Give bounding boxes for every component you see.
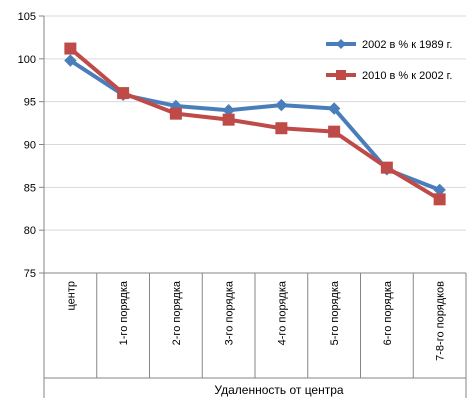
y-tick-label: 90 xyxy=(24,140,36,152)
x-tick-label: 1-го порядка xyxy=(118,280,130,345)
y-tick-label: 85 xyxy=(24,182,36,194)
x-axis-ticks: центр 1-го порядка 2-го порядка 3-го порядк… xyxy=(65,280,446,361)
data-point[interactable] xyxy=(275,98,288,112)
x-tick-label: 7-8-го порядков xyxy=(435,281,447,361)
y-tick-label: 75 xyxy=(24,268,36,280)
series-2 xyxy=(64,42,446,206)
x-tick-label: центр xyxy=(65,281,77,311)
x-tick-label: 3-го порядка xyxy=(224,280,236,345)
data-point[interactable] xyxy=(327,102,341,115)
legend-label: 2010 в % к 2002 г. xyxy=(362,70,452,82)
legend-label: 2002 в % к 1989 г. xyxy=(362,39,452,51)
gridlines xyxy=(44,15,466,274)
y-tick-label: 100 xyxy=(18,54,36,66)
legend-marker xyxy=(336,39,346,49)
legend-item-2[interactable]: 2010 в % к 2002 г. xyxy=(326,70,452,82)
legend[interactable]: 2002 в % к 1989 г. 2010 в % к 2002 г. xyxy=(326,39,452,82)
data-point[interactable] xyxy=(222,113,235,126)
legend-marker xyxy=(336,70,346,80)
legend-item-1[interactable]: 2002 в % к 1989 г. xyxy=(326,39,452,51)
data-point[interactable] xyxy=(169,107,182,120)
series-group xyxy=(64,42,446,206)
data-point[interactable] xyxy=(64,54,77,67)
data-point[interactable] xyxy=(433,193,446,206)
x-tick-label: 5-го порядка xyxy=(329,280,341,345)
y-axis-ticks: 75 80 85 90 95 100 105 xyxy=(18,11,44,280)
data-point[interactable] xyxy=(64,42,77,55)
y-tick-label: 105 xyxy=(18,11,36,23)
y-tick-label: 95 xyxy=(24,97,36,109)
x-tick-label: 4-го порядка xyxy=(276,280,288,345)
x-axis-title: Удаленность от центра xyxy=(214,383,343,397)
data-point[interactable] xyxy=(380,161,393,174)
x-tick-label: 2-го порядка xyxy=(171,280,183,345)
data-point[interactable] xyxy=(275,122,288,135)
data-point[interactable] xyxy=(328,125,341,138)
axes xyxy=(43,16,467,398)
x-tick-label: 6-го порядка xyxy=(382,280,394,345)
series-line xyxy=(68,46,442,202)
data-point[interactable] xyxy=(117,87,130,100)
y-tick-label: 80 xyxy=(24,225,36,237)
